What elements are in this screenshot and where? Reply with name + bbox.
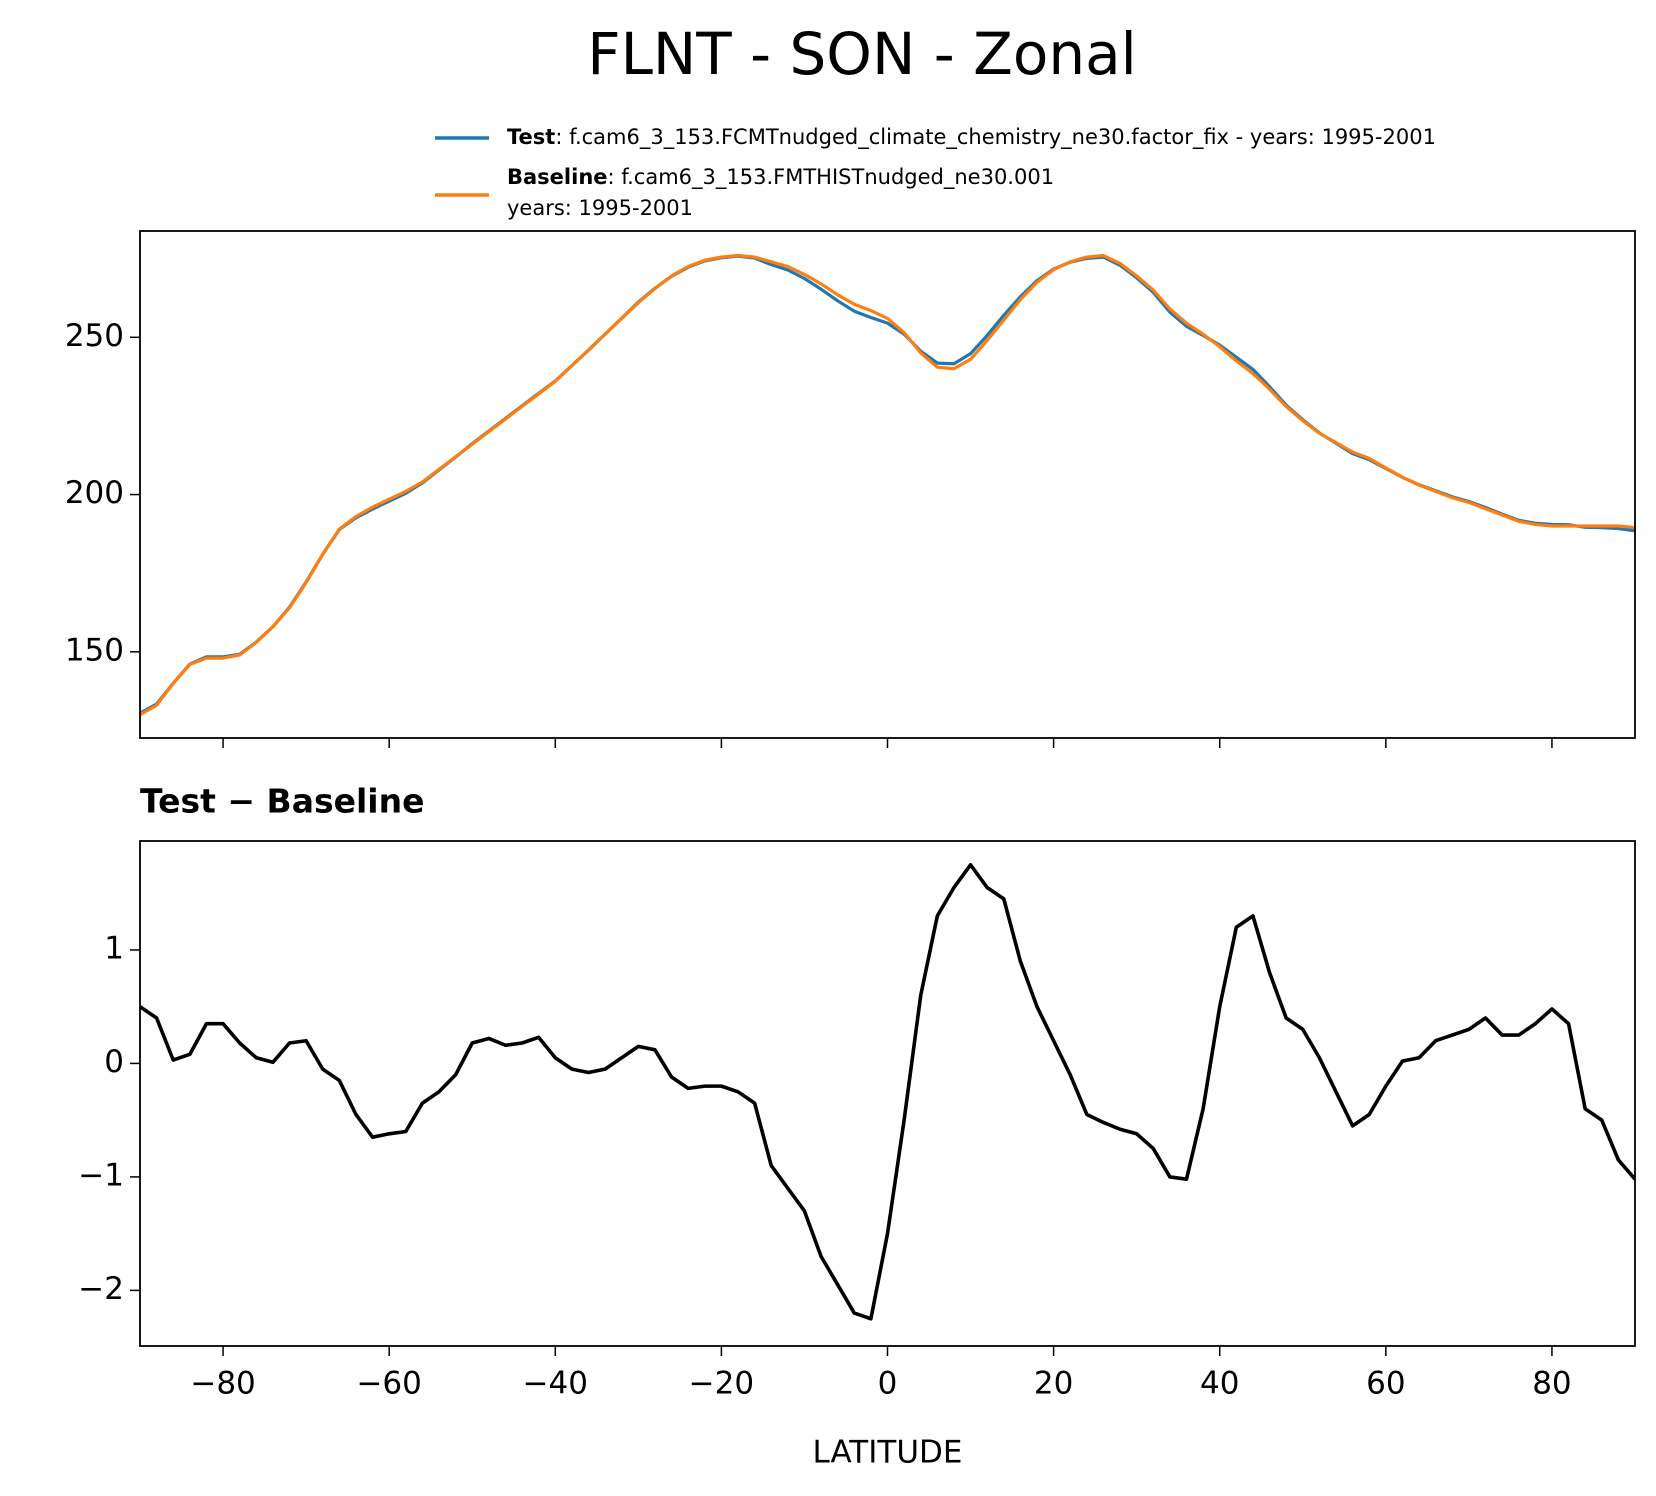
legend-name: Baseline [507,165,608,189]
x-tick-label: −40 [523,1366,588,1402]
axes-frame [139,230,1636,739]
figure-title: FLNT - SON - Zonal [587,20,1137,88]
series-line [140,254,1635,715]
x-tick-label: 60 [1366,1366,1405,1402]
y-tick-label: 200 [65,475,124,511]
legend-description: : f.cam6_3_153.FCMTnudged_climate_chemis… [555,125,1436,150]
legend-entry: Test: f.cam6_3_153.FCMTnudged_climate_ch… [507,125,1436,150]
series-line [140,863,1635,1321]
y-tick-label: 1 [104,930,124,966]
x-tick-label: −80 [190,1366,255,1402]
x-tick-label: 80 [1532,1366,1571,1402]
x-tick-label: 20 [1034,1366,1073,1402]
legend-name: Test [507,125,555,149]
x-tick-label: 0 [878,1366,898,1402]
x-axis-label: LATITUDE [813,1435,963,1471]
x-tick-label: −20 [689,1366,754,1402]
legend-description: years: 1995-2001 [507,196,693,220]
legend-entry: Baseline: f.cam6_3_153.FMTHISTnudged_ne3… [507,165,1054,190]
y-tick-label: 150 [65,632,124,668]
x-tick-label: −60 [356,1366,421,1402]
legend-description: : f.cam6_3_153.FMTHISTnudged_ne30.001 [608,165,1055,190]
y-tick-label: 0 [104,1044,124,1080]
series-line [140,253,1635,717]
y-tick-label: 250 [65,318,124,354]
panel-title: Test − Baseline [140,782,425,821]
y-tick-label: −2 [78,1271,124,1307]
y-tick-label: −1 [78,1157,124,1193]
x-tick-label: 40 [1200,1366,1239,1402]
axes-frame [139,840,1636,1347]
